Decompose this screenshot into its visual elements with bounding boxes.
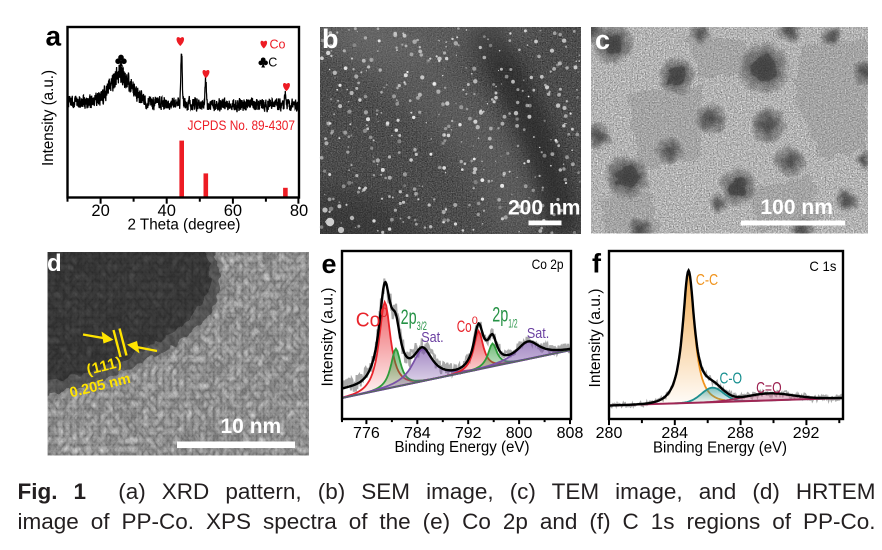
svg-text:Co 2p: Co 2p [532, 256, 564, 272]
svg-text:d: d [47, 250, 62, 277]
svg-text:280: 280 [596, 425, 623, 442]
svg-text:20: 20 [91, 202, 109, 220]
svg-text:C: C [268, 55, 277, 69]
svg-text:Intensity (a.u.): Intensity (a.u.) [40, 70, 57, 166]
svg-text:Co: Co [270, 37, 286, 51]
svg-text:808: 808 [557, 425, 584, 442]
svg-text:Sat.: Sat. [421, 330, 443, 346]
svg-text:784: 784 [404, 425, 431, 442]
svg-text:292: 292 [793, 425, 820, 442]
svg-text:Co0: Co0 [356, 305, 388, 332]
svg-text:JCPDS No. 89-4307: JCPDS No. 89-4307 [188, 117, 296, 133]
svg-text:2 Theta (degree): 2 Theta (degree) [128, 217, 241, 234]
svg-text:40: 40 [158, 202, 176, 220]
svg-text:288: 288 [727, 425, 754, 442]
svg-text:284: 284 [661, 425, 688, 442]
svg-text:C-O: C-O [720, 371, 743, 388]
svg-text:10 nm: 10 nm [221, 415, 282, 438]
svg-text:Binding Energy (eV): Binding Energy (eV) [653, 440, 787, 457]
svg-text:60: 60 [224, 202, 242, 220]
svg-text:800: 800 [506, 425, 533, 442]
svg-text:C-C: C-C [696, 272, 719, 289]
svg-text:100 nm: 100 nm [761, 196, 833, 219]
svg-text:c: c [595, 25, 610, 55]
svg-text:Binding Energy (eV): Binding Energy (eV) [395, 439, 530, 456]
svg-text:b: b [322, 24, 339, 54]
svg-text:792: 792 [455, 425, 482, 442]
svg-text:f: f [592, 249, 602, 279]
svg-text:C=O: C=O [756, 380, 782, 397]
svg-text:776: 776 [353, 425, 380, 442]
svg-text:2p1/2: 2p1/2 [492, 303, 517, 330]
svg-text:80: 80 [290, 202, 308, 220]
svg-text:a: a [46, 21, 62, 52]
svg-text:200 nm: 200 nm [508, 197, 580, 220]
svg-text:2p3/2: 2p3/2 [401, 306, 427, 333]
svg-text:Co0: Co0 [457, 315, 478, 336]
svg-text:e: e [322, 249, 337, 279]
svg-text:C 1s: C 1s [809, 258, 836, 274]
svg-text:Intensity (a.u.): Intensity (a.u.) [587, 289, 604, 388]
svg-text:Intensity (a.u.): Intensity (a.u.) [320, 288, 337, 387]
svg-text:Sat.: Sat. [527, 326, 549, 342]
